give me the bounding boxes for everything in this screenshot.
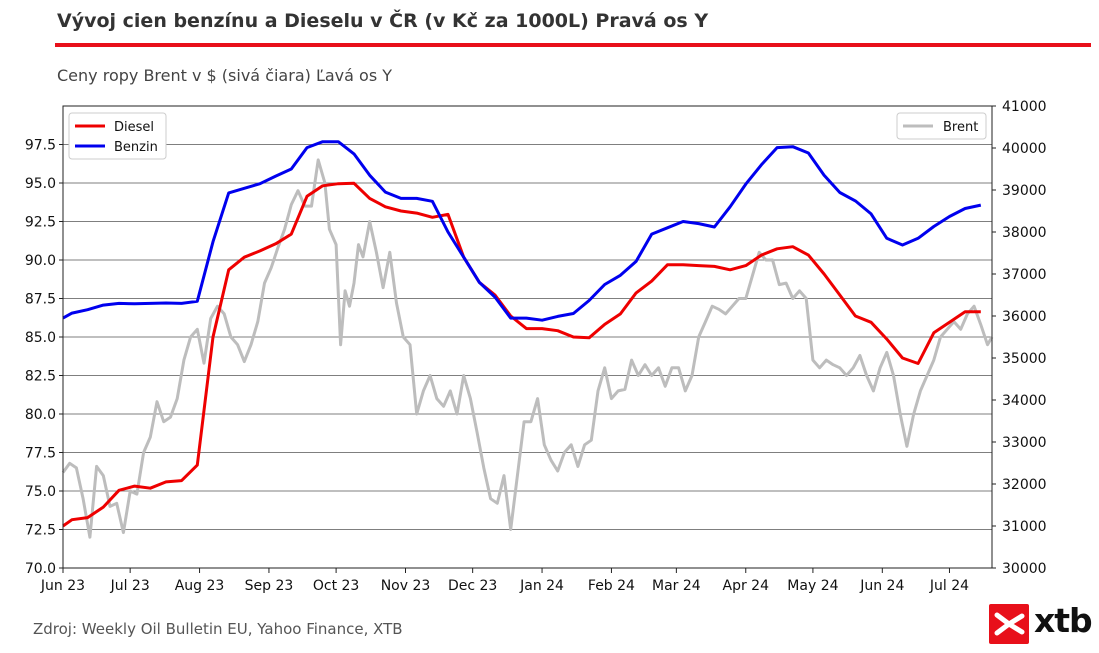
- y-left-tick-label: 97.5: [25, 138, 56, 154]
- legend-label-benzin: Benzin: [114, 140, 158, 155]
- x-tick-label: Jul 23: [110, 578, 150, 594]
- legend-box-right: [896, 112, 987, 140]
- legend-label-diesel: Diesel: [114, 120, 154, 135]
- x-tick-label: Feb 24: [588, 578, 635, 594]
- x-tick-label: Aug 23: [175, 578, 225, 594]
- x-tick-label: Jul 24: [929, 578, 969, 594]
- x-tick-label: Jun 23: [40, 578, 85, 594]
- x-tick-label: Mar 24: [652, 578, 701, 594]
- x-tick-label: Apr 24: [723, 578, 770, 594]
- source-note: Zdroj: Weekly Oil Bulletin EU, Yahoo Fin…: [33, 620, 403, 638]
- x-tick-label: Nov 23: [381, 578, 431, 594]
- x-tick-label: Jan 24: [519, 578, 564, 594]
- y-right-tick-label: 38000: [1002, 225, 1047, 241]
- y-left-tick-label: 77.5: [25, 446, 56, 462]
- series-line-brent: [61, 158, 994, 539]
- y-left-tick-label: 85.0: [25, 330, 56, 346]
- y-left-tick-label: 75.0: [25, 484, 56, 500]
- y-right-tick-label: 32000: [1002, 477, 1047, 493]
- x-tick-label: Sep 23: [245, 578, 294, 594]
- x-tick-label: Dec 23: [448, 578, 497, 594]
- y-right-tick-label: 41000: [1002, 99, 1047, 115]
- y-left-tick-label: 90.0: [25, 253, 56, 269]
- legend-label-brent: Brent: [943, 120, 978, 135]
- series-line-benzin: [62, 140, 982, 322]
- x-tick-label: Oct 23: [313, 578, 359, 594]
- y-right-tick-label: 30000: [1002, 561, 1047, 577]
- y-left-tick-label: 82.5: [25, 369, 56, 385]
- y-right-tick-label: 33000: [1002, 435, 1047, 451]
- y-right-tick-label: 39000: [1002, 183, 1047, 199]
- xtb-logo: xtb: [989, 601, 1093, 644]
- y-right-tick-label: 37000: [1002, 267, 1047, 283]
- chart-subtitle: Ceny ropy Brent v $ (sivá čiara) Ľavá os…: [57, 66, 393, 85]
- y-right-tick-label: 35000: [1002, 351, 1047, 367]
- x-tick-label: Jun 24: [859, 578, 904, 594]
- y-right-tick-label: 34000: [1002, 393, 1047, 409]
- y-left-tick-label: 95.0: [25, 176, 56, 192]
- x-tick-label: May 24: [787, 578, 838, 594]
- y-left-tick-label: 87.5: [25, 292, 56, 308]
- logo-mark: [989, 604, 1029, 644]
- logo-text: xtb: [1034, 601, 1093, 640]
- y-left-tick-label: 80.0: [25, 407, 56, 423]
- title-divider: [55, 43, 1091, 47]
- chart-title: Vývoj cien benzínu a Dieselu v ČR (v Kč …: [57, 10, 709, 32]
- y-right-tick-label: 40000: [1002, 141, 1047, 157]
- y-right-tick-label: 36000: [1002, 309, 1047, 325]
- y-right-tick-label: 31000: [1002, 519, 1047, 535]
- y-left-tick-label: 92.5: [25, 215, 56, 231]
- y-left-tick-label: 72.5: [25, 523, 56, 539]
- y-left-tick-label: 70.0: [25, 561, 56, 577]
- series-line-diesel: [62, 181, 981, 528]
